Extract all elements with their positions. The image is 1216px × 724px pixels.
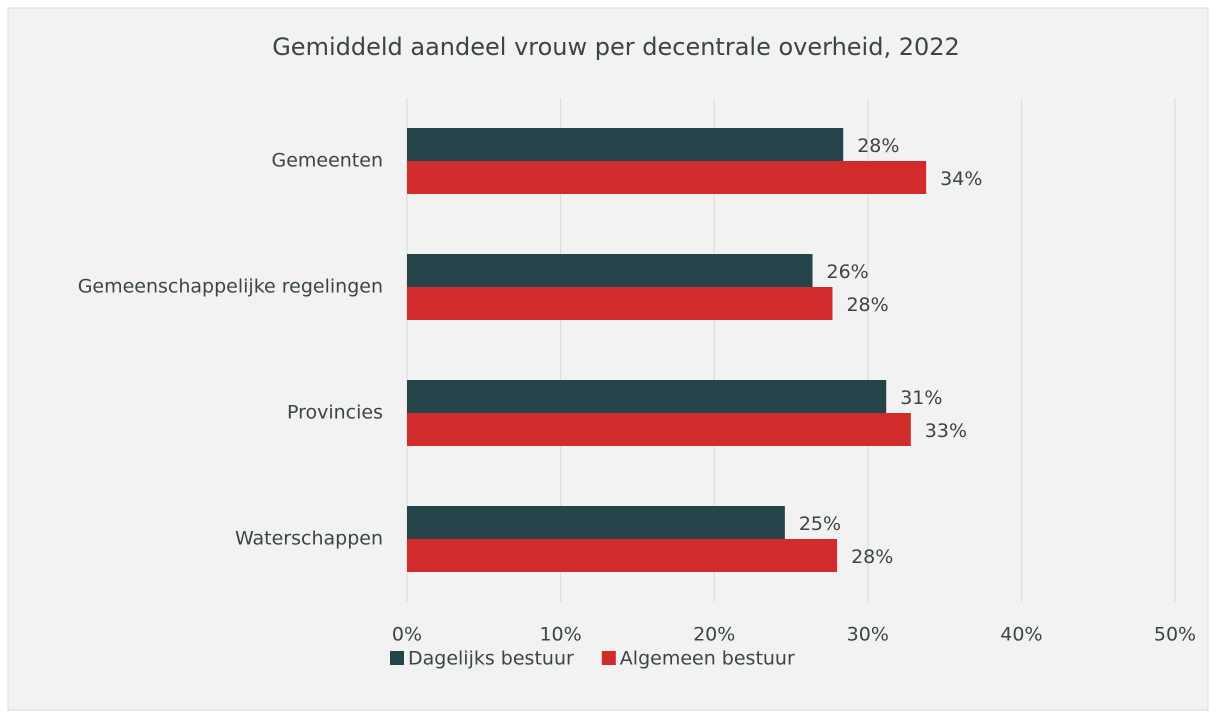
bar [407,161,927,194]
y-tick-label: Waterschappen [235,528,383,550]
data-label: 26% [827,261,869,283]
data-label: 34% [940,168,982,190]
data-label: 33% [925,420,967,442]
bar [407,254,813,287]
legend-swatch [601,651,616,665]
x-tick-label: 40% [1000,624,1042,646]
y-tick-label: Gemeenschappelijke regelingen [78,276,383,298]
x-tick-label: 10% [539,624,581,646]
bar [407,506,785,539]
x-tick-label: 50% [1154,624,1196,646]
data-label: 25% [799,513,841,535]
chart-background [7,7,1209,711]
legend-swatch [390,651,404,665]
x-tick-label: 0% [392,624,422,646]
data-label: 28% [851,546,893,568]
legend-label: Algemeen bestuur [620,648,795,670]
data-label: 31% [900,387,942,409]
y-tick-label: Provincies [287,402,383,424]
data-label: 28% [846,294,888,316]
bar [407,539,838,572]
x-tick-label: 30% [847,624,889,646]
chart-title: Gemiddeld aandeel vrouw per decentrale o… [272,33,960,61]
bar [407,287,833,320]
bar [407,380,887,413]
bar [407,128,844,161]
data-label: 28% [857,135,899,157]
bar [407,413,911,446]
y-tick-label: Gemeenten [271,150,383,172]
x-tick-label: 20% [693,624,735,646]
legend-label: Dagelijks bestuur [408,648,574,670]
